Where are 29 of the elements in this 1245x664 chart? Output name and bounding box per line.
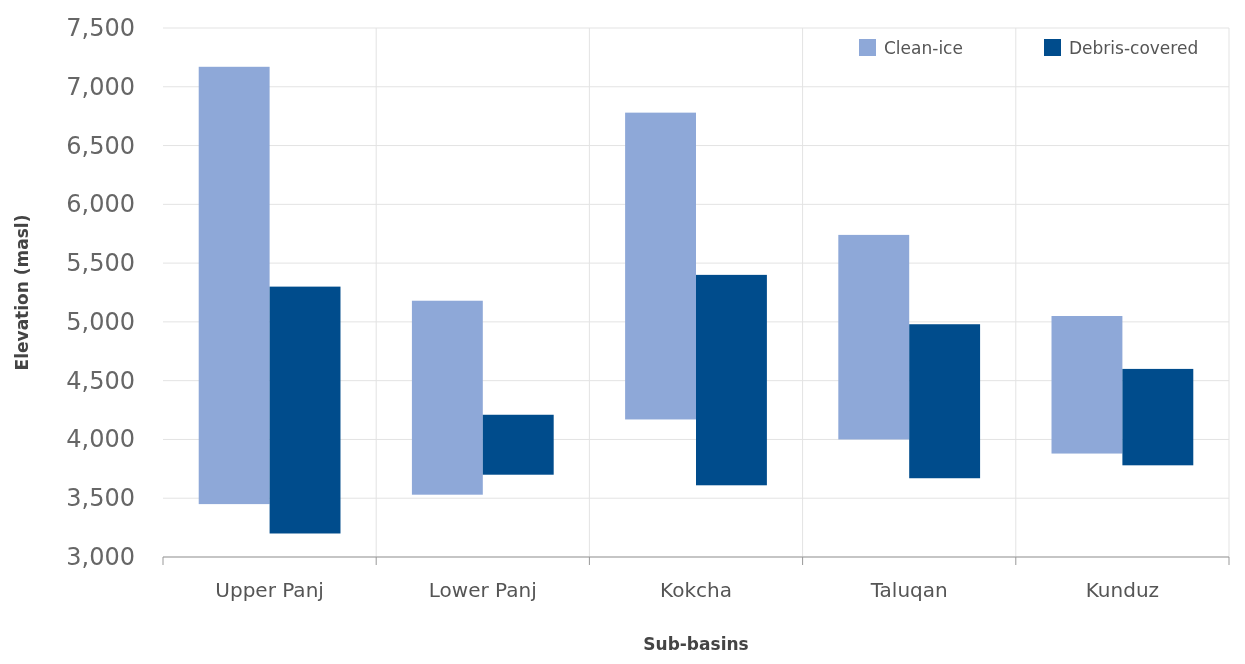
- bar: [269, 286, 341, 534]
- bar: [625, 112, 696, 420]
- bar: [482, 414, 554, 475]
- y-tick-label: 3,000: [66, 543, 135, 571]
- y-tick-label: 3,500: [66, 484, 135, 513]
- y-tick-label: 6,000: [66, 190, 135, 219]
- bar: [1122, 368, 1194, 466]
- y-tick-label: 5,500: [66, 249, 135, 278]
- y-tick-label: 4,500: [66, 366, 135, 395]
- y-tick-label: 4,000: [66, 425, 135, 454]
- bar: [909, 324, 981, 479]
- y-axis-title: Elevation (masl): [12, 214, 32, 371]
- bar: [838, 234, 910, 440]
- bar: [198, 66, 270, 505]
- y-tick-label: 7,500: [66, 14, 135, 42]
- x-tick-label: Kokcha: [660, 578, 732, 602]
- legend-label: Debris-covered: [1069, 38, 1199, 58]
- y-tick-label: 5,000: [66, 307, 135, 336]
- x-tick-label: Upper Panj: [215, 578, 324, 602]
- y-tick-label: 7,000: [66, 72, 135, 101]
- bar: [696, 274, 767, 486]
- x-tick-label: Lower Panj: [428, 578, 537, 602]
- x-axis-title: Sub-basins: [643, 634, 749, 654]
- y-tick-label: 6,500: [66, 131, 135, 160]
- bar: [411, 300, 483, 495]
- bar: [1051, 316, 1123, 454]
- x-tick-label: Kunduz: [1085, 578, 1160, 602]
- legend-label: Clean-ice: [884, 38, 963, 58]
- x-tick-label: Taluqan: [869, 578, 948, 602]
